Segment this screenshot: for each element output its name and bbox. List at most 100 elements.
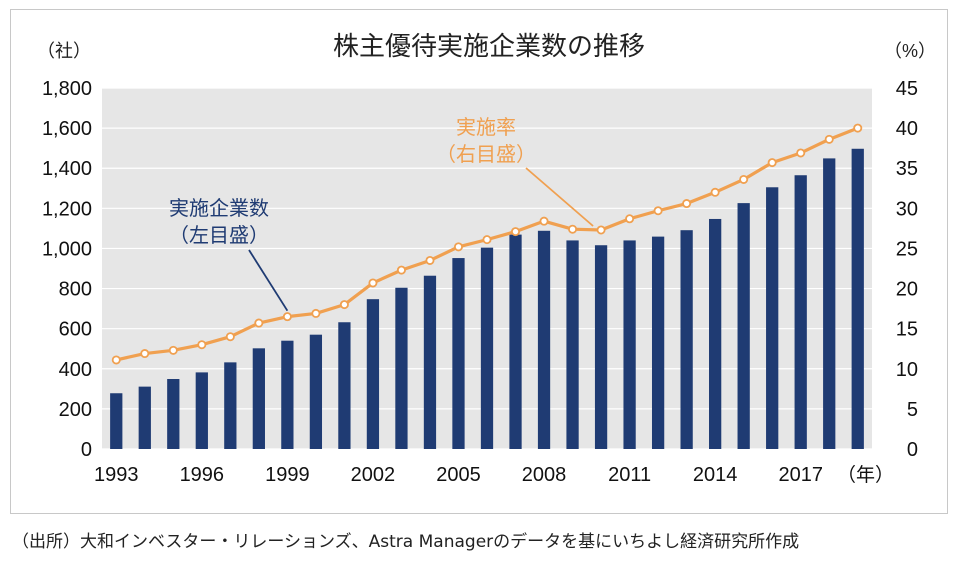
y-left-tick-label: 600 [59,319,92,341]
y-right-tick-label: 40 [896,118,918,140]
rate-point [111,355,121,365]
y-left-tick-label: 1,000 [42,238,92,260]
bar [737,203,750,449]
rate-point [140,349,150,359]
x-tick-label: 2002 [351,464,396,486]
bar [366,299,380,449]
bar [309,334,323,449]
rate-point [710,187,720,197]
y-right-tick-label: 35 [896,158,918,180]
x-tick-label: 2014 [693,464,738,486]
rate-point [425,255,435,265]
bar [167,379,180,449]
rate-point [197,340,207,350]
y-right-tick-label: 0 [907,439,918,461]
y-left-tick-label: 1,200 [42,198,92,220]
bar [338,322,351,449]
annotation-line-leader [525,167,594,227]
y-left-tick-label: 1,600 [42,118,92,140]
bar [594,245,608,449]
chart-title: 株主優待実施企業数の推移 [333,31,645,61]
rate-point [482,235,492,245]
rate-point [824,134,834,144]
bar [651,236,665,449]
x-tick-label: 1996 [180,464,225,486]
bar [766,187,779,449]
chart-frame: 0 0 200 5 400 10 600 15 800 20 1,000 25 1,200 30 1,400… [10,9,948,514]
y-right-tick-label: 5 [907,399,918,421]
rate-point [511,227,521,237]
y-right-tick-label: 45 [896,78,918,100]
annotation-bar-leader [248,249,289,312]
bar [680,230,693,449]
y-left-tick-label: 400 [59,359,92,381]
rate-point [453,242,463,252]
rate-point [168,345,178,355]
bar [480,247,494,449]
x-tick-label: 2005 [436,464,481,486]
y-left-tick-label: 1,800 [42,78,92,100]
y-left-tick-label: 800 [59,279,92,301]
rate-point [254,318,264,328]
rate-point [282,312,292,322]
rate-point [796,148,806,158]
source-note: （出所）大和インベスター・リレーションズ、Astra Managerのデータを基… [12,532,800,552]
rate-point [739,174,749,184]
bar [138,386,151,449]
bar [452,258,465,449]
bar [823,158,836,449]
bar [110,393,123,449]
x-tick-label: 1999 [265,464,310,486]
y-right-tick-label: 15 [896,319,918,341]
bar [252,348,265,449]
y-right-tick-label: 10 [896,359,918,381]
rate-point [311,308,321,318]
y-left-tick-label: 0 [81,439,92,461]
y-left-tick-label: 1,400 [42,158,92,180]
rate-point [368,278,378,288]
y-right-tick-label: 25 [896,238,918,260]
rate-point [339,300,349,310]
bar-series [110,148,864,450]
bar [195,372,208,449]
bar [794,175,807,449]
y-left-unit: （社） [37,41,91,61]
bar [851,148,864,450]
line-series [111,123,863,365]
rate-point [653,206,663,216]
annotation-bar-sublabel: （左目盛） [169,224,269,247]
y-right-tick-label: 30 [896,198,918,220]
rate-point [682,199,692,209]
annotation-bar-label: 実施企業数 [169,197,269,220]
rate-point [225,332,235,342]
rate-point [767,158,777,168]
x-tick-label: 2017 [778,464,823,486]
bar [224,362,237,449]
bar [281,340,294,449]
x-tick-label: 2011 [608,464,651,486]
y-right-tick-label: 20 [896,279,918,301]
bar [509,234,522,449]
rate-point [568,224,578,234]
y-left-tick-label: 200 [59,399,92,421]
bar [566,240,579,449]
bar [537,230,551,449]
rate-point [396,265,406,275]
x-unit: （年） [837,464,894,486]
x-tick-label: 1993 [94,464,139,486]
rate-point [625,214,635,224]
bar [395,287,408,449]
rate-point [539,216,549,226]
bar [709,218,722,449]
annotation-line-label: 実施率 [456,116,516,139]
bar [423,275,437,449]
annotation-line-sublabel: （右目盛） [436,143,536,166]
rate-point [596,225,606,235]
rate-point [853,123,863,133]
y-right-unit: （%） [884,41,936,61]
x-tick-label: 2008 [522,464,567,486]
bar [623,240,636,449]
annotations: 実施企業数 （左目盛） 実施率 （右目盛） [169,116,594,312]
